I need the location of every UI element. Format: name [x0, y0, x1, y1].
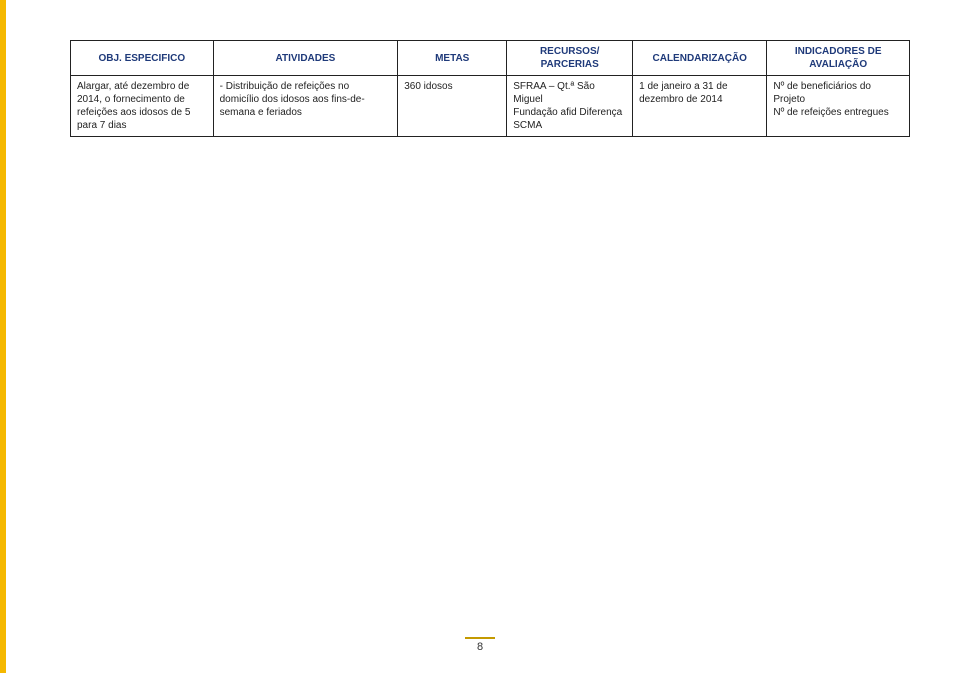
cell-rec: SFRAA – Qt.ª São Miguel Fundação afid Di… — [507, 76, 633, 137]
page-number-block: 8 — [465, 637, 495, 653]
cell-cal: 1 de janeiro a 31 de dezembro de 2014 — [633, 76, 767, 137]
table-row: Alargar, até dezembro de 2014, o forneci… — [71, 76, 910, 137]
page-number: 8 — [465, 641, 495, 653]
header-met: METAS — [398, 41, 507, 76]
cell-met: 360 idosos — [398, 76, 507, 137]
header-cal: CALENDARIZAÇÃO — [633, 41, 767, 76]
cell-ind: Nº de beneficiários do Projeto Nº de ref… — [767, 76, 910, 137]
table-header-row: OBJ. ESPECIFICO ATIVIDADES METAS RECURSO… — [71, 41, 910, 76]
content-table: OBJ. ESPECIFICO ATIVIDADES METAS RECURSO… — [70, 40, 910, 137]
cell-atv: - Distribuição de refeições no domicílio… — [213, 76, 398, 137]
header-ind: INDICADORES DE AVALIAÇÃO — [767, 41, 910, 76]
header-atv: ATIVIDADES — [213, 41, 398, 76]
header-obj: OBJ. ESPECIFICO — [71, 41, 214, 76]
header-rec: RECURSOS/ PARCERIAS — [507, 41, 633, 76]
cell-obj: Alargar, até dezembro de 2014, o forneci… — [71, 76, 214, 137]
left-accent-bar — [0, 0, 6, 673]
page-number-line — [465, 637, 495, 639]
